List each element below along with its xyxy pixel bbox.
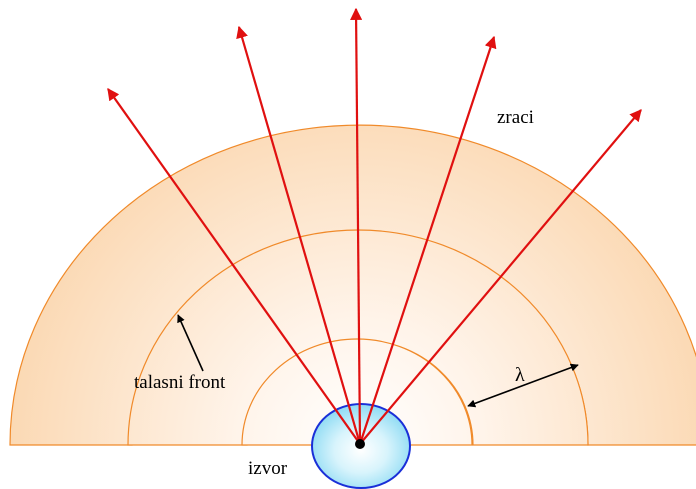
ray-2	[236, 25, 362, 445]
wavefront-inner	[241, 338, 473, 446]
source-point	[355, 439, 365, 449]
ray-3	[350, 7, 363, 445]
ray-1	[107, 88, 361, 445]
rays-group	[107, 7, 642, 445]
wavefront-label: talasni front	[134, 372, 226, 393]
ray-4	[358, 35, 497, 445]
wavelength-label: λ	[515, 364, 525, 386]
rays-label: zraci	[497, 107, 534, 128]
source-label: izvor	[248, 458, 288, 479]
wavelength-arrow	[467, 363, 579, 408]
ray-5	[359, 109, 642, 445]
wavefront-pointer-arrow	[177, 314, 204, 372]
